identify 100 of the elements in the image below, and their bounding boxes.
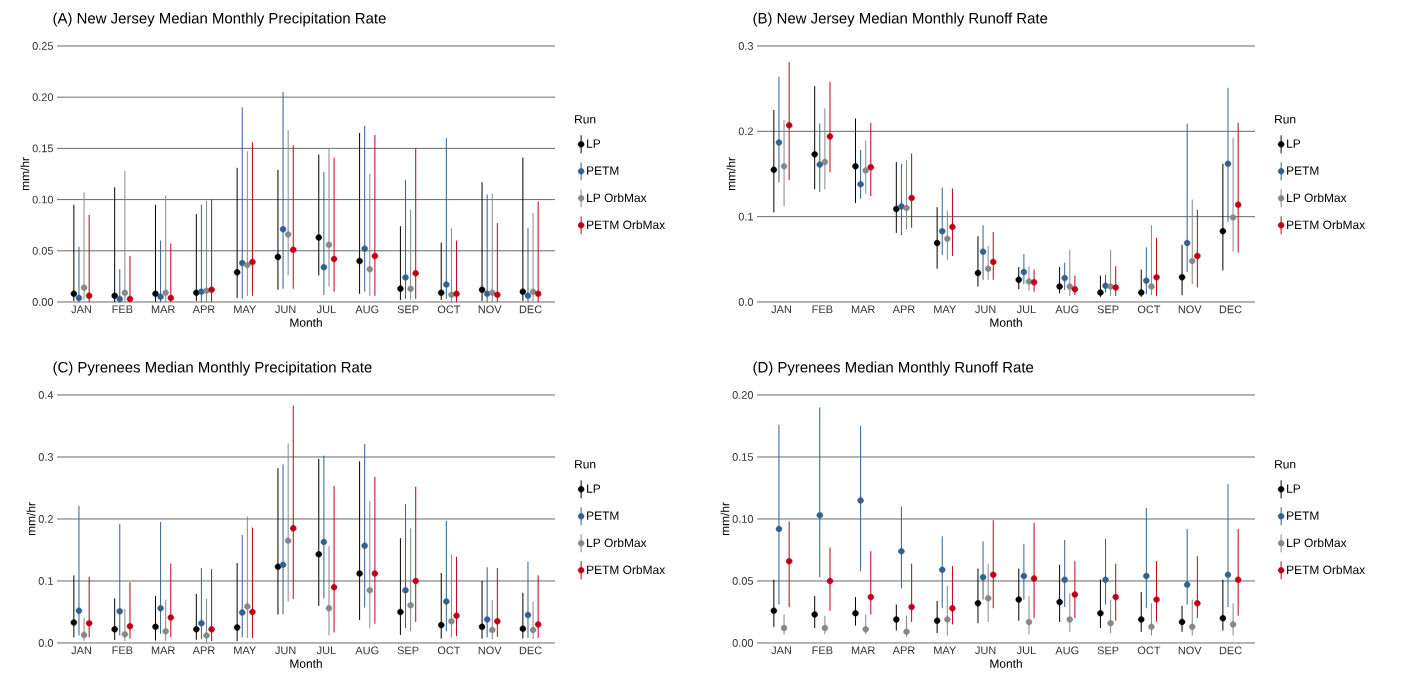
x-tick-label: NOV (1178, 305, 1202, 314)
x-tick-label: SEP (1097, 646, 1119, 655)
x-axis-title: Month (990, 659, 1022, 668)
x-tick-label: NOV (1178, 646, 1202, 655)
y-tick-label: 0.0 (38, 639, 54, 647)
x-tick-label: FEB (112, 646, 133, 655)
legend-label: PETM (1287, 511, 1319, 520)
x-axis-title: Month (290, 318, 322, 327)
x-tick-label: FEB (112, 305, 133, 314)
x-tick-label: JUN (975, 646, 996, 655)
y-tick-label: 0.25 (32, 42, 54, 50)
x-tick-label: JUL (1016, 305, 1036, 314)
y-axis-title: mm/hr (26, 502, 36, 536)
x-tick-label: JUN (275, 305, 296, 314)
y-tick-label: 0.4 (38, 391, 54, 399)
legend-label: PETM (587, 166, 619, 175)
y-tick-label: 0.10 (732, 515, 754, 523)
x-tick-label: OCT (1137, 305, 1161, 314)
legend-label: PETM OrbMax (1287, 565, 1366, 575)
y-tick-label: 0.20 (732, 391, 754, 399)
legend-label: LP (587, 484, 601, 493)
y-tick-label: 0.3 (738, 42, 754, 50)
chart-title: (B) New Jersey Median Monthly Runoff Rate (753, 12, 1048, 27)
y-tick-label: 0.05 (732, 577, 754, 585)
x-tick-label: JUN (275, 646, 296, 655)
x-tick-label: JUL (316, 646, 336, 655)
legend-label: LP (1287, 139, 1301, 148)
x-tick-label: MAR (851, 305, 875, 314)
y-tick-label: 0.15 (32, 144, 54, 153)
x-tick-label: NOV (478, 305, 502, 314)
legend-label: PETM OrbMax (1287, 220, 1366, 230)
legend-label: PETM (587, 511, 619, 520)
y-axis-title: mm/hr (720, 502, 730, 536)
chart-title: (A) New Jersey Median Monthly Precipitation Rate (53, 12, 386, 27)
legend-title: Run (575, 115, 596, 124)
x-tick-label: AUG (1055, 305, 1079, 314)
x-tick-label: DEC (519, 646, 542, 655)
x-tick-label: MAR (151, 305, 175, 314)
x-tick-label: DEC (519, 305, 542, 314)
chart-title: (D) Pyrenees Median Monthly Runoff Rate (753, 361, 1034, 376)
x-tick-label: MAR (851, 646, 875, 655)
x-tick-label: MAY (234, 646, 257, 655)
x-tick-label: JUL (1016, 646, 1036, 655)
x-tick-label: APR (192, 646, 215, 655)
y-tick-label: 0.2 (38, 515, 53, 523)
legend-title: Run (575, 460, 596, 469)
x-tick-label: MAY (934, 305, 957, 314)
legend-label: PETM OrbMax (587, 565, 666, 575)
x-tick-label: OCT (437, 305, 461, 314)
x-tick-label: FEB (812, 305, 833, 314)
y-tick-label: 0.1 (738, 212, 753, 221)
legend-label: PETM OrbMax (587, 220, 666, 230)
x-tick-label: OCT (437, 646, 461, 655)
legend-label: LP (1287, 484, 1301, 493)
x-axis-title: Month (990, 318, 1022, 327)
x-tick-label: APR (892, 305, 915, 314)
y-tick-label: 0.2 (738, 127, 753, 136)
y-tick-label: 0.00 (732, 639, 754, 647)
x-tick-label: AUG (1055, 646, 1079, 655)
legend-label: LP OrbMax (1287, 193, 1347, 203)
y-axis-title: mm/hr (726, 157, 736, 191)
chart-title: (C) Pyrenees Median Monthly Precipitation Rate (53, 361, 372, 376)
legend-label: LP (587, 139, 601, 148)
legend-label: LP OrbMax (587, 193, 647, 203)
x-tick-label: SEP (397, 305, 419, 314)
x-tick-label: MAY (234, 305, 257, 314)
y-axis-title: mm/hr (20, 157, 30, 191)
x-axis-title: Month (290, 659, 322, 668)
y-tick-label: 0.20 (32, 93, 54, 102)
x-tick-label: NOV (478, 646, 502, 655)
x-tick-label: JAN (771, 305, 791, 314)
x-tick-label: DEC (1219, 646, 1242, 655)
y-tick-label: 0.1 (38, 577, 53, 585)
x-tick-label: APR (192, 305, 215, 314)
y-tick-label: 0.0 (738, 298, 754, 306)
x-tick-label: MAY (934, 646, 957, 655)
y-tick-label: 0.05 (32, 246, 54, 255)
x-tick-label: SEP (397, 646, 419, 655)
x-tick-label: SEP (1097, 305, 1119, 314)
x-tick-label: OCT (1137, 646, 1161, 655)
legend-label: LP OrbMax (1287, 538, 1347, 548)
y-tick-label: 0.10 (32, 195, 54, 204)
x-tick-label: MAR (151, 646, 175, 655)
legend-title: Run (1275, 460, 1296, 469)
x-tick-label: DEC (1219, 305, 1242, 314)
x-tick-label: AUG (355, 646, 379, 655)
x-tick-label: JAN (771, 646, 791, 655)
y-tick-label: 0.3 (38, 453, 54, 461)
legend-label: PETM (1287, 166, 1319, 175)
legend-title: Run (1275, 115, 1296, 124)
legend-label: LP OrbMax (587, 538, 647, 548)
y-tick-label: 0.00 (32, 298, 54, 306)
x-tick-label: JUN (975, 305, 996, 314)
x-tick-label: APR (892, 646, 915, 655)
x-tick-label: JAN (71, 646, 91, 655)
x-tick-label: JAN (71, 305, 91, 314)
x-tick-label: JUL (316, 305, 336, 314)
x-tick-label: AUG (355, 305, 379, 314)
x-tick-label: FEB (812, 646, 833, 655)
y-tick-label: 0.15 (732, 453, 754, 461)
